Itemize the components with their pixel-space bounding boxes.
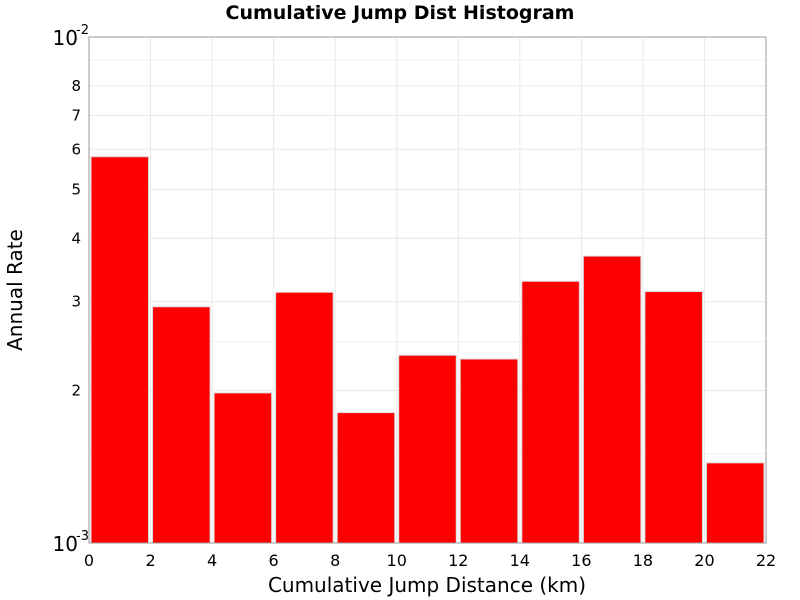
plot-frame <box>88 36 767 544</box>
y-axis-label: Annual Rate <box>3 229 27 351</box>
y-tick-label: 6 <box>71 140 81 158</box>
y-tick-label: 5 <box>71 180 81 198</box>
y-tick-label: 8 <box>71 77 81 95</box>
y-tick-major: 10-3 <box>53 529 89 556</box>
x-axis-ticks: 0 2 4 6 8 10 12 14 16 18 20 22 <box>84 551 776 570</box>
x-tick-label: 0 <box>84 551 94 570</box>
histogram-bar <box>152 306 211 544</box>
histogram-bar <box>582 255 642 544</box>
x-tick-label: 12 <box>448 551 468 570</box>
histogram-bar <box>275 291 334 544</box>
x-tick-label: 18 <box>633 551 653 570</box>
y-tick-label: 4 <box>71 229 81 247</box>
x-tick-label: 10 <box>387 551 407 570</box>
histogram-bar <box>459 358 519 544</box>
x-tick-label: 16 <box>571 551 591 570</box>
histogram-bar <box>336 412 396 544</box>
histogram-bar <box>398 354 457 544</box>
histogram-bar <box>521 280 580 544</box>
y-tick-exponent: -2 <box>76 23 89 38</box>
x-axis-label: Cumulative Jump Distance (km) <box>268 573 586 597</box>
x-tick-label: 20 <box>694 551 714 570</box>
x-tick-label: 2 <box>145 551 155 570</box>
y-tick-major: 10-2 <box>53 23 89 50</box>
x-tick-label: 22 <box>756 551 776 570</box>
bars <box>90 156 765 544</box>
histogram-bar <box>644 291 703 544</box>
y-tick-label: 3 <box>71 293 81 311</box>
y-tick-exponent: -3 <box>76 529 89 544</box>
y-tick-label: 2 <box>71 382 81 400</box>
histogram-bar <box>705 462 765 544</box>
chart-title: Cumulative Jump Dist Histogram <box>225 2 575 24</box>
y-tick-label: 7 <box>71 106 81 124</box>
x-tick-label: 8 <box>330 551 340 570</box>
x-tick-label: 4 <box>207 551 217 570</box>
x-tick-label: 6 <box>269 551 279 570</box>
histogram-bar <box>90 156 150 544</box>
x-tick-label: 14 <box>510 551 530 570</box>
y-tick-base: 10 <box>53 532 78 556</box>
y-tick-base: 10 <box>53 26 78 50</box>
histogram-bar <box>213 392 273 544</box>
